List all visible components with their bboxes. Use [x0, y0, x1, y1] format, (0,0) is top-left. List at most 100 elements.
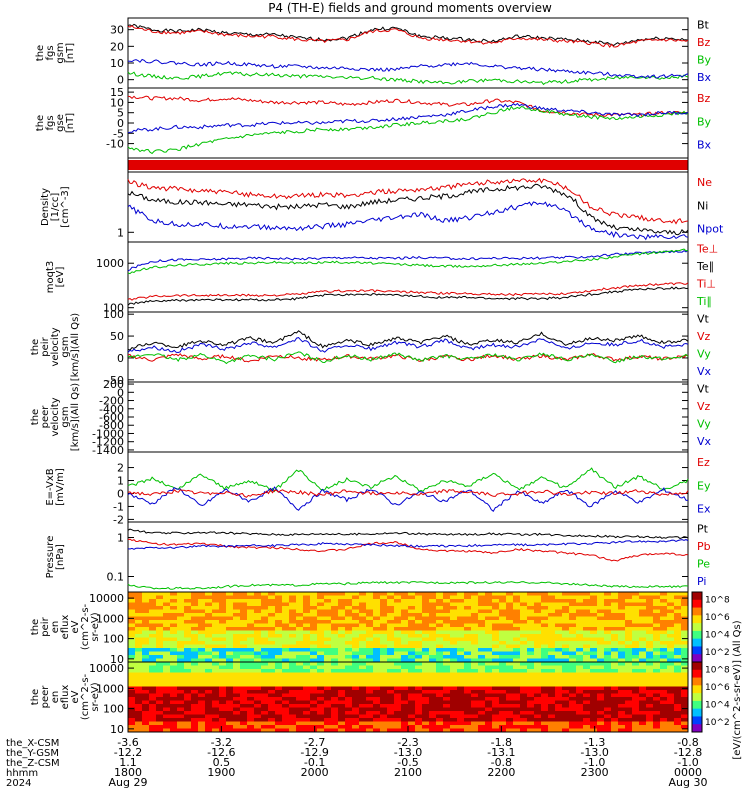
spectrogram-cell [198, 665, 206, 670]
spectrogram-cell [198, 595, 206, 600]
spectrogram-cell [548, 623, 556, 628]
spectrogram-cell [541, 662, 549, 666]
spectrogram-cell [366, 728, 374, 733]
spectrogram-cell [548, 627, 556, 631]
spectrogram-cell [177, 592, 185, 596]
spectrogram-cell [534, 623, 542, 628]
spectrogram-cell [142, 630, 150, 635]
spectrogram-cell [233, 627, 241, 631]
spectrogram-cell [471, 623, 479, 628]
spectrogram-cell [520, 613, 528, 617]
spectrogram-cell [485, 637, 493, 642]
spectrogram-cell [226, 721, 234, 726]
spectrogram-cell [555, 700, 563, 705]
spectrogram-cell [506, 658, 514, 663]
spectrogram-cell [345, 630, 353, 635]
spectrogram-cell [660, 627, 668, 631]
spectrogram-cell [247, 728, 255, 733]
spectrogram-cell [457, 686, 465, 691]
spectrogram-cell [184, 679, 192, 684]
spectrogram-cell [632, 707, 640, 712]
spectrogram-cell [667, 644, 675, 649]
spectrogram-cell [163, 704, 171, 708]
spectrogram-cell [296, 613, 304, 617]
spectrogram-cell [289, 630, 297, 635]
spectrogram-cell [359, 644, 367, 649]
spectrogram-cell [366, 602, 374, 607]
spectrogram-cell [254, 700, 262, 705]
spectrogram-cell [142, 725, 150, 729]
spectrogram-cell [163, 599, 171, 603]
spectrogram-cell [142, 637, 150, 642]
spectrogram-cell [667, 658, 675, 663]
spectrogram-cell [485, 683, 493, 687]
spectrogram-cell [597, 711, 605, 715]
spectrogram-cell [590, 711, 598, 715]
spectrogram-cell [611, 683, 619, 687]
spectrogram-cell [254, 620, 262, 624]
spectrogram-cell [506, 662, 514, 666]
spectrogram-cell [233, 704, 241, 708]
spectrogram-cell [506, 630, 514, 635]
spectrogram-cell [345, 721, 353, 726]
y-tick-label: 100 [103, 302, 124, 315]
spectrogram-cell [562, 599, 570, 603]
spectrogram-cell [597, 602, 605, 607]
spectrogram-cell [443, 704, 451, 708]
panel-frame [127, 87, 689, 159]
spectrogram-cell [478, 648, 486, 652]
spectrogram-cell [499, 592, 507, 596]
spectrogram-cell [261, 634, 269, 638]
spectrogram-cell [618, 599, 626, 603]
spectrogram-cell [233, 606, 241, 610]
spectrogram [128, 592, 689, 663]
spectrogram-cell [394, 658, 402, 663]
spectrogram-cell [380, 669, 388, 673]
spectrogram-cell [513, 641, 521, 645]
spectrogram-cell [310, 707, 318, 712]
spectrogram-cell [366, 676, 374, 680]
spectrogram-cell [163, 630, 171, 635]
spectrogram-cell [667, 595, 675, 600]
spectrogram-cell [394, 637, 402, 642]
spectrogram-cell [597, 595, 605, 600]
spectrogram-cell [177, 725, 185, 729]
spectrogram-cell [415, 662, 423, 666]
spectrogram-cell [478, 595, 486, 600]
series-line-Ni [127, 183, 689, 236]
spectrogram-cell [275, 620, 283, 624]
spectrogram-cell [275, 707, 283, 712]
spectrogram-cell [387, 693, 395, 698]
spectrogram-cell [303, 714, 311, 719]
spectrogram-cell [275, 728, 283, 733]
spectrogram-cell [226, 725, 234, 729]
spectrogram-cell [156, 725, 164, 729]
spectrogram-cell [674, 648, 682, 652]
spectrogram-cell [345, 658, 353, 663]
spectrogram-cell [380, 697, 388, 701]
series-line-Bt [127, 23, 689, 47]
spectrogram-cell [296, 644, 304, 649]
y-tick-label: -800 [99, 419, 124, 432]
spectrogram-cell [499, 693, 507, 698]
spectrogram-cell [261, 728, 269, 733]
spectrogram-cell [338, 623, 346, 628]
spectrogram-cell [562, 592, 570, 596]
spectrogram-cell [513, 606, 521, 610]
spectrogram-cell [156, 683, 164, 687]
spectrogram-cell [583, 662, 591, 666]
spectrogram-cell [562, 613, 570, 617]
spectrogram-cell [541, 693, 549, 698]
spectrogram-cell [464, 714, 472, 719]
spectrogram-cell [170, 630, 178, 635]
spectrogram-cell [163, 665, 171, 670]
spectrogram-cell [443, 714, 451, 719]
spectrogram-cell [548, 609, 556, 614]
spectrogram-cell [674, 711, 682, 715]
spectrogram-cell [275, 602, 283, 607]
spectrogram-cell [485, 644, 493, 649]
spectrogram-cell [457, 662, 465, 666]
spectrogram-cell [170, 707, 178, 712]
spectrogram-cell [499, 641, 507, 645]
spectrogram-cell [296, 658, 304, 663]
